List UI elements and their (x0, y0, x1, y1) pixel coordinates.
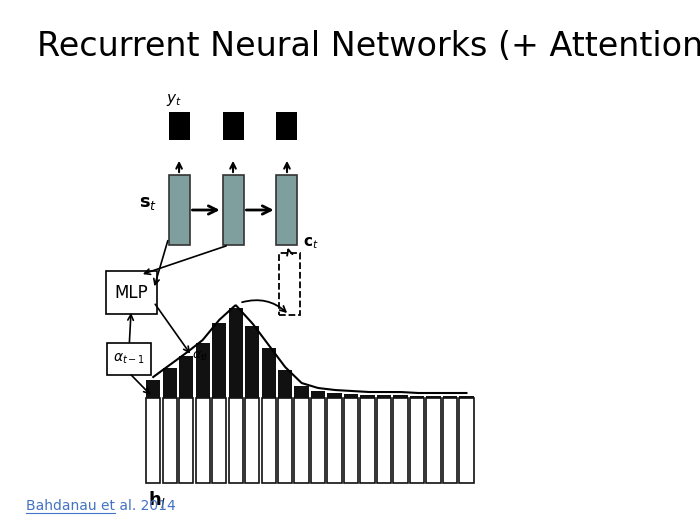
FancyBboxPatch shape (162, 368, 177, 398)
FancyBboxPatch shape (459, 396, 473, 398)
FancyBboxPatch shape (360, 395, 374, 398)
FancyBboxPatch shape (311, 398, 326, 483)
FancyBboxPatch shape (245, 326, 259, 398)
FancyBboxPatch shape (311, 391, 326, 398)
Text: $\alpha_{tl}$: $\alpha_{tl}$ (192, 350, 208, 363)
FancyBboxPatch shape (245, 398, 259, 483)
FancyBboxPatch shape (106, 271, 157, 314)
FancyBboxPatch shape (459, 398, 473, 483)
FancyBboxPatch shape (328, 398, 342, 483)
FancyBboxPatch shape (146, 380, 160, 398)
FancyBboxPatch shape (162, 398, 177, 483)
FancyBboxPatch shape (377, 395, 391, 398)
Text: MLP: MLP (114, 284, 148, 301)
FancyBboxPatch shape (295, 386, 309, 398)
FancyBboxPatch shape (212, 398, 226, 483)
FancyBboxPatch shape (344, 398, 358, 483)
Text: Bahdanau et al. 2014: Bahdanau et al. 2014 (26, 499, 176, 513)
FancyBboxPatch shape (295, 398, 309, 483)
FancyBboxPatch shape (344, 394, 358, 398)
FancyBboxPatch shape (223, 112, 244, 140)
FancyBboxPatch shape (195, 343, 210, 398)
FancyBboxPatch shape (179, 398, 193, 483)
Text: $\mathbf{c}_t$: $\mathbf{c}_t$ (302, 235, 318, 251)
FancyBboxPatch shape (393, 398, 407, 483)
FancyBboxPatch shape (443, 396, 457, 398)
Text: $\alpha_{t-1}$: $\alpha_{t-1}$ (113, 352, 146, 366)
FancyBboxPatch shape (169, 175, 190, 245)
FancyBboxPatch shape (393, 395, 407, 398)
FancyBboxPatch shape (426, 398, 440, 483)
FancyBboxPatch shape (443, 398, 457, 483)
Text: $\mathbf{s}_t$: $\mathbf{s}_t$ (139, 194, 158, 212)
FancyBboxPatch shape (278, 398, 292, 483)
FancyBboxPatch shape (212, 323, 226, 398)
FancyBboxPatch shape (195, 398, 210, 483)
FancyBboxPatch shape (279, 253, 300, 315)
FancyBboxPatch shape (179, 356, 193, 398)
FancyBboxPatch shape (223, 175, 244, 245)
FancyBboxPatch shape (146, 398, 160, 483)
FancyBboxPatch shape (377, 398, 391, 483)
FancyBboxPatch shape (107, 343, 151, 375)
FancyBboxPatch shape (228, 308, 243, 398)
Text: Recurrent Neural Networks (+ Attention): Recurrent Neural Networks (+ Attention) (38, 30, 700, 63)
FancyBboxPatch shape (360, 398, 374, 483)
FancyBboxPatch shape (276, 112, 298, 140)
FancyBboxPatch shape (278, 370, 292, 398)
FancyBboxPatch shape (262, 348, 276, 398)
FancyBboxPatch shape (426, 396, 440, 398)
FancyBboxPatch shape (276, 175, 298, 245)
FancyBboxPatch shape (410, 398, 424, 483)
FancyBboxPatch shape (169, 112, 190, 140)
FancyBboxPatch shape (228, 398, 243, 483)
FancyBboxPatch shape (262, 398, 276, 483)
FancyBboxPatch shape (328, 393, 342, 398)
FancyBboxPatch shape (410, 396, 424, 398)
Text: $\mathbf{h}_l$: $\mathbf{h}_l$ (148, 489, 166, 510)
Text: $y_t$: $y_t$ (167, 92, 182, 108)
